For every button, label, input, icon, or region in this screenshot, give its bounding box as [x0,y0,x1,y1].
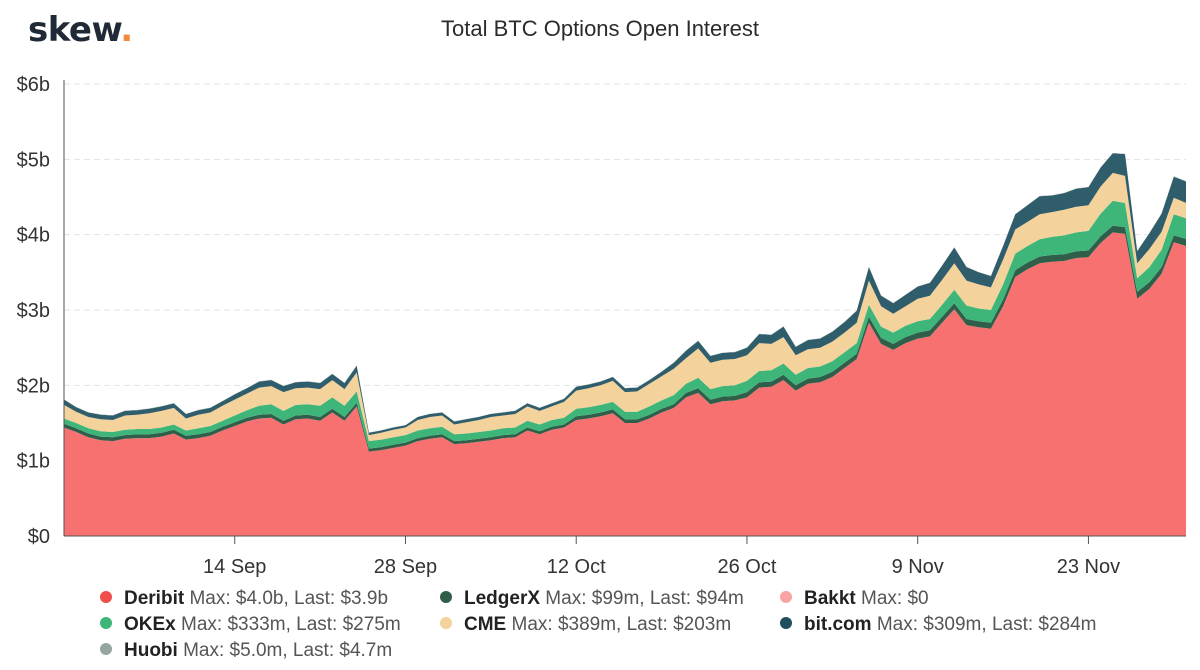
legend-series-name: Huobi [124,640,178,661]
legend-swatch [100,590,112,603]
x-tick-label: 12 Oct [547,556,606,578]
y-tick-label: $0 [28,526,50,548]
legend-item-okex[interactable]: OKEx Max: $333m, Last: $275m [100,614,401,636]
y-tick-label: $3b [17,300,50,322]
legend-swatch [440,590,452,603]
area-series [64,153,1186,536]
area-bit-com [64,153,1186,436]
y-tick-label: $2b [17,375,50,397]
area-deribit [64,232,1186,536]
x-tick-label: 26 Oct [717,556,776,578]
legend-item-ledgerx[interactable]: LedgerX Max: $99m, Last: $94m [440,588,744,610]
legend-swatch [100,616,112,629]
y-tick-label: $6b [17,74,50,96]
x-tick-label: 23 Nov [1057,556,1120,578]
legend-series-stats: Max: $0 [855,588,929,609]
axes: $0 $1b $2b $3b $4b $5b $6b 14 Sep 28 Sep 12 Oct 26… [17,74,1186,578]
legend-series-stats: Max: $4.0b, Last: $3.9b [184,588,389,609]
legend-series-stats: Max: $389m, Last: $203m [506,614,732,635]
legend-item-bit-com[interactable]: bit.com Max: $309m, Last: $284m [780,614,1097,636]
x-tick-label: 28 Sep [374,556,437,578]
legend-item-cme[interactable]: CME Max: $389m, Last: $203m [440,614,731,636]
area-cme [64,172,1186,442]
legend-series-stats: Max: $309m, Last: $284m [871,614,1097,635]
x-tick-label: 9 Nov [892,556,944,578]
y-tick-label: $4b [17,225,50,247]
legend-series-name: CME [464,614,507,635]
skew-logo: skew. [28,10,133,50]
legend-series-name: bit.com [804,614,872,635]
legend-series-stats: Max: $99m, Last: $94m [540,588,744,609]
logo-text: skew [28,10,121,50]
legend-series-name: LedgerX [464,588,541,609]
legend-swatch [440,616,452,629]
legend-item-bakkt[interactable]: Bakkt Max: $0 [780,588,929,610]
legend-series-name: OKEx [124,614,176,635]
chart-title: Total BTC Options Open Interest [441,16,759,41]
y-tick-label: $5b [17,149,50,171]
legend-item-huobi[interactable]: Huobi Max: $5.0m, Last: $4.7m [100,640,392,662]
legend-series-name: Bakkt [804,588,856,609]
legend-series-stats: Max: $5.0m, Last: $4.7m [177,640,393,661]
legend-swatch [100,642,112,655]
legend-item-deribit[interactable]: Deribit Max: $4.0b, Last: $3.9b [100,588,388,610]
legend-series-name: Deribit [124,588,185,609]
logo-dot: . [120,10,133,50]
x-tick-label: 14 Sep [203,556,266,578]
legend-series-stats: Max: $333m, Last: $275m [175,614,401,635]
y-tick-label: $1b [17,451,50,473]
legend-swatch [780,590,792,603]
legend-swatch [780,616,792,629]
